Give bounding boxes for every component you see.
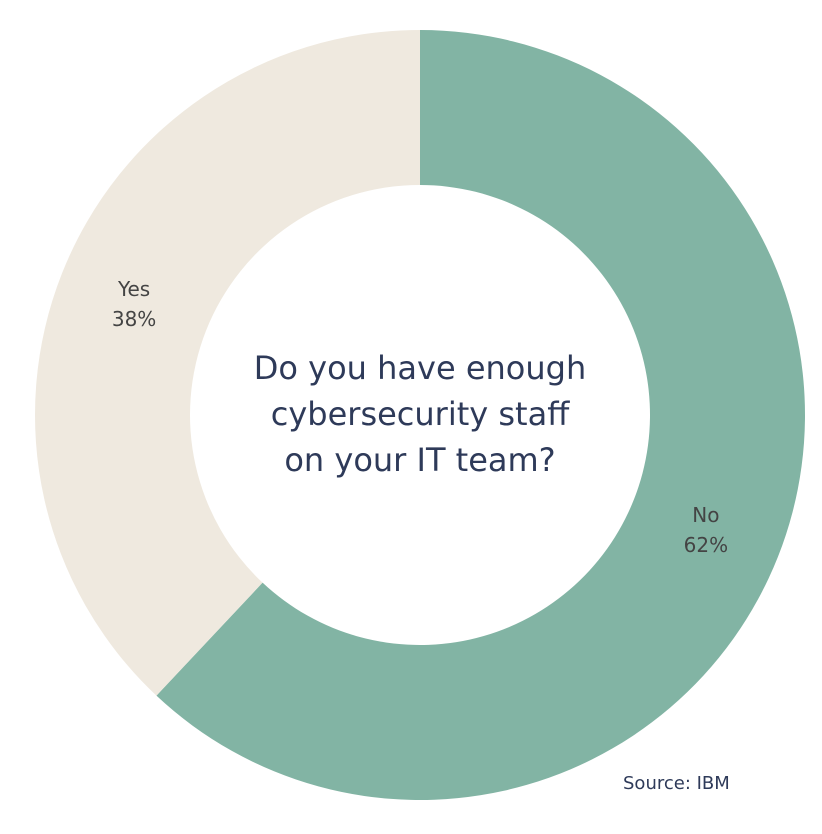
slice-label: No	[692, 503, 719, 527]
chart-title: Do you have enough cybersecurity staff o…	[200, 345, 640, 483]
source-note: Source: IBM	[623, 773, 730, 794]
title-line: cybersecurity staff	[270, 395, 570, 433]
slice-value-label: 38%	[112, 307, 156, 331]
slice-label: Yes	[117, 277, 150, 301]
slice-value-label: 62%	[684, 533, 728, 557]
title-line: on your IT team?	[284, 441, 556, 479]
slice-no	[156, 30, 806, 800]
slice-yes	[35, 30, 420, 696]
title-line: Do you have enough	[253, 349, 587, 387]
